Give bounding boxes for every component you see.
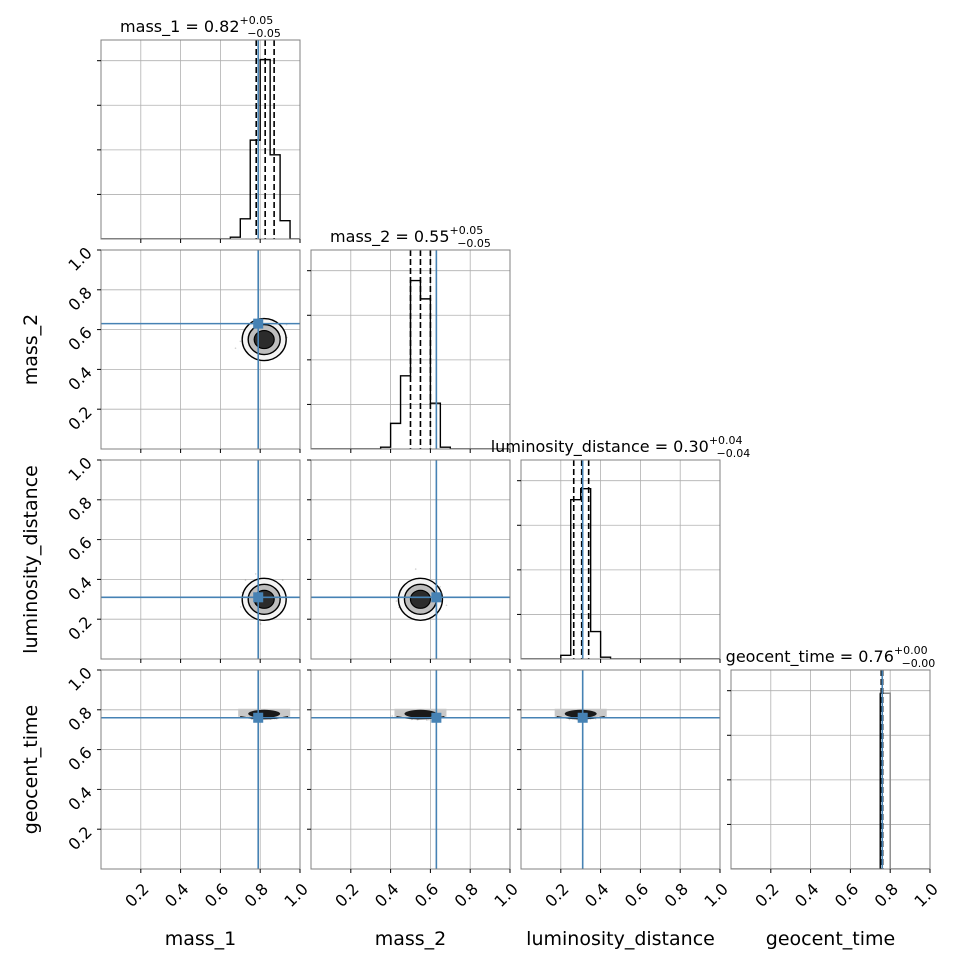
x-tick-label: 0.8	[241, 879, 272, 910]
contour-inner	[253, 329, 275, 350]
title-value: geocent_time = 0.76	[726, 647, 894, 667]
y-tick-label: 0.2	[64, 403, 95, 434]
y-tick-label: 0.6	[64, 533, 95, 564]
y-tick-label: 0.6	[64, 323, 95, 354]
truth-marker	[253, 712, 264, 723]
x-tick-label: 1.0	[490, 879, 521, 910]
title-value: mass_1 = 0.82	[120, 17, 239, 37]
y-tick-label: 0.8	[64, 493, 95, 524]
x-axis-label-mass_1: mass_1	[165, 928, 237, 950]
x-tick-label: 0.2	[331, 879, 362, 910]
title-lower-error: −0.00	[902, 657, 936, 670]
truth-marker	[253, 592, 264, 603]
panel-frame	[100, 39, 301, 240]
panel-mass_2-luminosity_distance	[307, 459, 511, 663]
panel-frame	[730, 669, 931, 870]
x-tick-label: 0.6	[831, 879, 862, 910]
panel-mass_1-mass_1	[97, 39, 301, 243]
y-axis-label-geocent_time: geocent_time	[20, 705, 42, 834]
x-tick-label: 0.2	[121, 879, 152, 910]
panel-luminosity_distance-luminosity_distance	[517, 459, 721, 663]
x-tick-label: 0.8	[451, 879, 482, 910]
histogram-mass_2	[311, 279, 510, 449]
x-tick-label: 0.6	[411, 879, 442, 910]
truth-marker	[577, 712, 588, 723]
y-tick-label: 0.8	[64, 703, 95, 734]
title-luminosity_distance: luminosity_distance = 0.30+0.04 −0.04	[491, 434, 751, 460]
title-lower-error: −0.05	[457, 237, 491, 250]
truth-marker	[431, 712, 442, 723]
truth-marker	[253, 318, 264, 329]
x-axis-label-luminosity_distance: luminosity_distance	[526, 928, 715, 950]
title-value: luminosity_distance = 0.30	[491, 437, 709, 457]
x-tick-label: 0.4	[371, 879, 402, 910]
title-mass_1: mass_1 = 0.82+0.05 −0.05	[120, 14, 281, 40]
y-tick-label: 0.2	[64, 613, 95, 644]
panel-frame	[310, 249, 511, 450]
x-tick-label: 1.0	[910, 879, 941, 910]
y-tick-label: 0.8	[64, 283, 95, 314]
title-upper-error: +0.05	[240, 14, 274, 27]
title-lower-error: −0.04	[717, 447, 751, 460]
title-upper-error: +0.04	[709, 434, 743, 447]
x-axis-label-geocent_time: geocent_time	[766, 928, 895, 950]
panel-luminosity_distance-geocent_time: 0.2 0.4 0.6 0.8 1.0	[517, 669, 732, 911]
panel-frame	[100, 459, 301, 660]
x-tick-label: 0.6	[201, 879, 232, 910]
panel-frame	[100, 669, 301, 870]
panel-frame	[310, 669, 511, 870]
x-tick-label: 1.0	[280, 879, 311, 910]
x-tick-label: 0.4	[791, 879, 822, 910]
panel-frame	[520, 669, 721, 870]
x-tick-label: 0.2	[751, 879, 782, 910]
panel-geocent_time-geocent_time: 0.2 0.4 0.6 0.8 1.0	[727, 669, 942, 911]
x-tick-label: 1.0	[700, 879, 731, 910]
title-geocent_time: geocent_time = 0.76+0.00 −0.00	[726, 644, 936, 670]
title-lower-error: −0.05	[247, 27, 281, 40]
x-tick-label: 0.4	[581, 879, 612, 910]
x-tick-label: 0.4	[161, 879, 192, 910]
truth-marker	[431, 592, 442, 603]
panel-mass_2-mass_2	[307, 249, 511, 453]
title-upper-error: +0.00	[894, 644, 928, 657]
title-value: mass_2 = 0.55	[330, 227, 449, 247]
y-axis-label-luminosity_distance: luminosity_distance	[20, 465, 42, 654]
x-axis-label-mass_2: mass_2	[375, 928, 447, 950]
histogram-mass_1	[101, 58, 300, 239]
y-tick-label: 0.6	[64, 743, 95, 774]
y-tick-label: 1.0	[64, 453, 95, 484]
y-tick-label: 0.4	[64, 573, 95, 604]
panel-mass_1-geocent_time: 0.2 0.4 0.6 0.8 1.0 0.2 0.4 0.6 0.8 1.0	[64, 663, 312, 911]
x-tick-label: 0.6	[621, 879, 652, 910]
y-axis-label-mass_2: mass_2	[20, 314, 42, 386]
contour-inner	[409, 589, 432, 609]
y-tick-label: 0.4	[64, 783, 95, 814]
panel-mass_1-luminosity_distance: 0.2 0.4 0.6 0.8 1.0	[64, 453, 301, 663]
y-tick-label: 0.2	[64, 823, 95, 854]
density-core	[248, 709, 281, 718]
title-mass_2: mass_2 = 0.55+0.05 −0.05	[330, 224, 491, 250]
title-upper-error: +0.05	[450, 224, 484, 237]
y-tick-label: 0.4	[64, 363, 95, 394]
x-tick-label: 0.8	[871, 879, 902, 910]
panel-frame	[100, 249, 301, 450]
x-tick-label: 0.8	[661, 879, 692, 910]
y-tick-label: 1.0	[64, 243, 95, 274]
panel-mass_2-geocent_time: 0.2 0.4 0.6 0.8 1.0	[307, 669, 522, 911]
panel-mass_1-mass_2: 0.2 0.4 0.6 0.8 1.0	[64, 243, 301, 453]
x-tick-label: 0.2	[541, 879, 572, 910]
histogram-geocent_time	[731, 692, 930, 869]
histogram-luminosity_distance	[521, 488, 720, 659]
panel-frame	[520, 459, 721, 660]
y-tick-label: 1.0	[64, 663, 95, 694]
density-core	[404, 709, 437, 718]
panel-frame	[310, 459, 511, 660]
